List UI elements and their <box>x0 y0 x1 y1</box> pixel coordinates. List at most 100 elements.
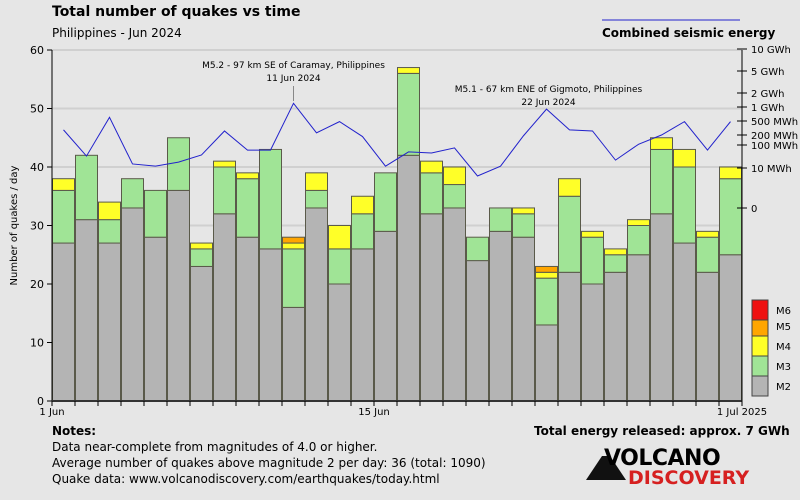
bar-m3 <box>190 248 213 267</box>
y-tick-label: 0 <box>37 395 44 408</box>
bar-m3 <box>282 248 305 308</box>
bar-m3 <box>305 189 328 209</box>
logo-discovery: DISCOVERY <box>628 467 750 489</box>
bar-m4 <box>190 242 213 250</box>
bar-m2 <box>305 207 328 402</box>
bar-m3 <box>144 189 167 238</box>
legend-swatch-m2 <box>751 375 769 397</box>
x-tick-label: 1 Jul 2025 <box>717 407 767 418</box>
bar-m3 <box>489 207 512 232</box>
energy-tick-label: 1 GWh <box>751 103 785 114</box>
bar-m2 <box>443 207 466 402</box>
legend-label: M2 <box>776 382 791 393</box>
y-tick-label: 30 <box>30 220 44 233</box>
bar-m2 <box>696 271 719 402</box>
bar-m3 <box>75 154 98 221</box>
bar-m2 <box>259 248 282 402</box>
energy-line <box>63 102 731 177</box>
logo-volcano: VOLCANO <box>604 446 721 471</box>
bar-m4 <box>535 271 558 279</box>
annotation-date: 11 Jun 2024 <box>266 74 320 84</box>
note-line: Average number of quakes above magnitude… <box>52 456 486 470</box>
energy-tick-label: 5 GWh <box>751 67 785 78</box>
energy-tick-label: 100 MWh <box>751 141 798 152</box>
legend-label: M3 <box>776 362 791 373</box>
bar-m2 <box>328 283 351 402</box>
bar-m4 <box>397 67 420 74</box>
y-tick-label: 40 <box>30 161 44 174</box>
bar-m4 <box>581 230 604 238</box>
bar-m4 <box>213 160 236 168</box>
energy-tick-label: 500 MWh <box>751 117 798 128</box>
legend-swatch-m4 <box>751 335 769 357</box>
bar-m2 <box>420 213 443 402</box>
annotation-text: M5.1 - 67 km ENE of Gigmoto, Philippines <box>455 85 643 95</box>
x-tick-label: 1 Jun <box>39 407 64 418</box>
volcano-icon <box>586 456 626 480</box>
bar-m4 <box>420 160 443 174</box>
bar-m4 <box>650 137 673 150</box>
bar-m2 <box>236 236 259 402</box>
bar-m3 <box>466 236 489 262</box>
bar-m3 <box>696 236 719 273</box>
bar-m3 <box>52 189 75 244</box>
legend-label: M4 <box>776 342 791 353</box>
bar-m2 <box>121 207 144 402</box>
bar-m3 <box>397 72 420 156</box>
bar-m4 <box>328 225 351 250</box>
bar-m4 <box>558 178 581 197</box>
bar-m3 <box>374 172 397 232</box>
bar-m4 <box>98 201 121 221</box>
energy-tick-label: 10 MWh <box>751 164 792 175</box>
y-axis-label: Number of quakes / day <box>9 165 20 285</box>
notes-heading: Notes: <box>52 424 97 438</box>
bar-m3 <box>98 219 121 244</box>
energy-tick-label: 2 GWh <box>751 89 785 100</box>
bar-m3 <box>558 195 581 273</box>
annotation-text: M5.2 - 97 km SE of Caramay, Philippines <box>202 61 385 71</box>
bar-m2 <box>650 213 673 402</box>
bar-m3 <box>328 248 351 285</box>
bar-m2 <box>489 230 512 402</box>
bar-m2 <box>213 213 236 402</box>
chart-title: Total number of quakes vs time <box>52 4 301 20</box>
bar-m2 <box>374 230 397 402</box>
y-tick-label: 20 <box>30 278 44 291</box>
bar-m4 <box>443 166 466 186</box>
legend-label: M6 <box>776 306 791 317</box>
bar-m2 <box>627 254 650 402</box>
bar-m3 <box>420 172 443 215</box>
bar-m2 <box>466 260 489 402</box>
bar-m2 <box>75 219 98 402</box>
legend-swatch-m3 <box>751 355 769 377</box>
chart-subtitle: Philippines - Jun 2024 <box>52 26 182 40</box>
bar-m4 <box>719 166 742 180</box>
bar-m3 <box>650 148 673 215</box>
bar-m4 <box>673 148 696 168</box>
bar-m2 <box>535 324 558 402</box>
bar-m4 <box>52 178 75 191</box>
note-line: Quake data: www.volcanodiscovery.com/ear… <box>52 472 440 486</box>
legend-label: M5 <box>776 322 791 333</box>
bar-m2 <box>581 283 604 402</box>
legend-swatch-m6 <box>751 299 769 321</box>
bar-m2 <box>673 242 696 402</box>
energy-tick-label: 200 MWh <box>751 131 798 142</box>
bar-m2 <box>144 236 167 402</box>
bar-m3 <box>581 236 604 285</box>
energy-tick-label: 0 <box>751 204 757 215</box>
bar-m4 <box>282 242 305 250</box>
bar-m5 <box>282 236 305 244</box>
bar-m3 <box>121 178 144 209</box>
volcano-discovery-logo: VOLCANO DISCOVERY <box>586 446 786 492</box>
bar-m3 <box>167 137 190 191</box>
bar-m2 <box>190 265 213 402</box>
annotation-date: 22 Jun 2024 <box>521 98 575 108</box>
bar-m4 <box>604 248 627 256</box>
bar-m2 <box>52 242 75 402</box>
bar-m3 <box>213 166 236 215</box>
bar-m3 <box>535 277 558 326</box>
energy-legend-label: Combined seismic energy <box>602 26 776 40</box>
bar-m3 <box>259 148 282 250</box>
